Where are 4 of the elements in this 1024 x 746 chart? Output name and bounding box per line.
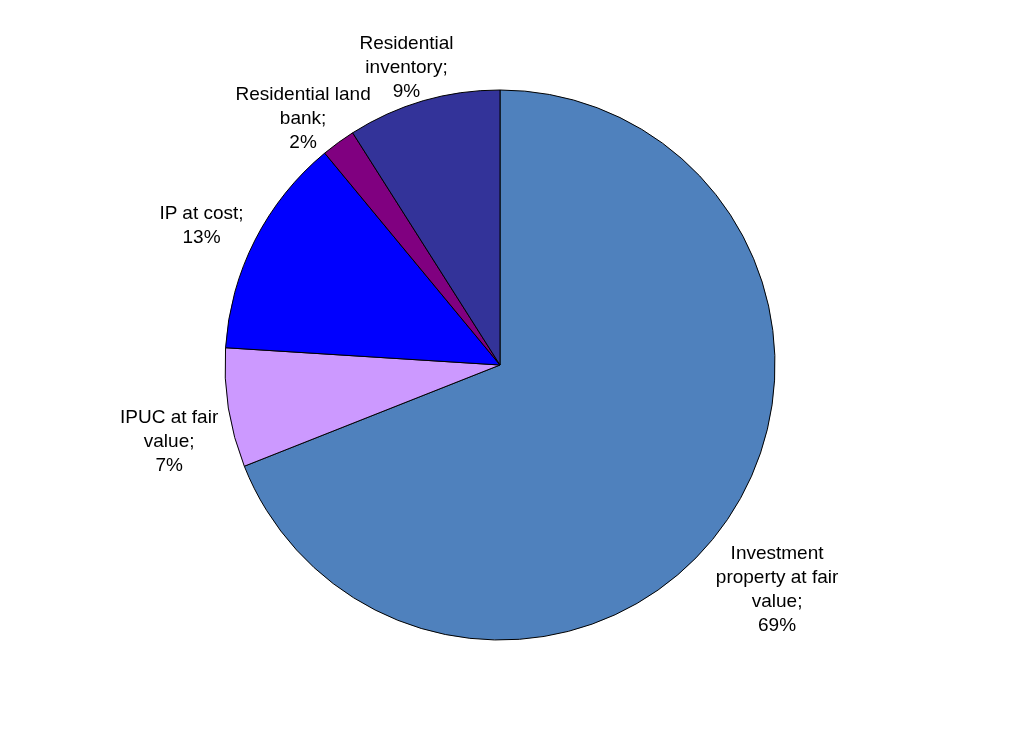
slice-label: Investment property at fair value; 69% <box>715 542 839 636</box>
slice-label: IPUC at fair value; 7% <box>120 406 219 476</box>
slice-label: IP at cost; 13% <box>159 201 244 247</box>
slice-label: Residential land bank; 2% <box>235 82 371 152</box>
